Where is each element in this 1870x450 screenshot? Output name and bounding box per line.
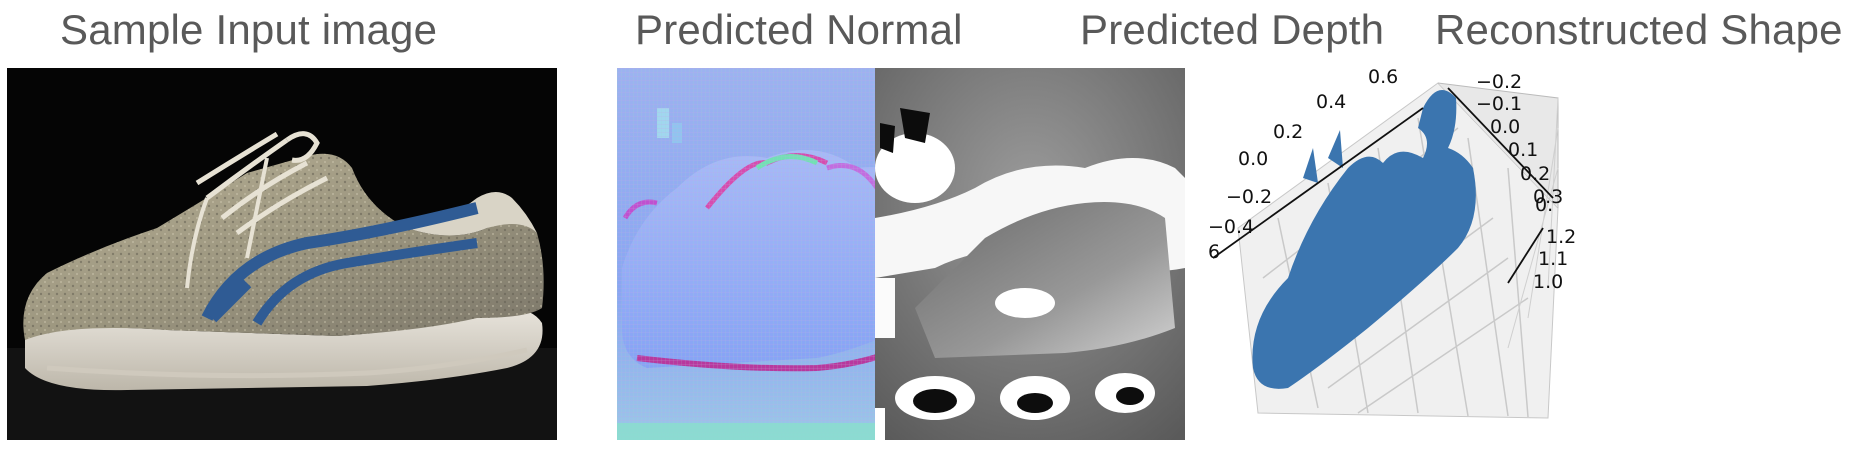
panel-title-input: Sample Input image [60,6,438,53]
point-cloud-shape [1252,90,1476,389]
svg-text:1.1: 1.1 [1538,248,1568,270]
svg-text:0.4: 0.4 [1316,91,1346,113]
svg-text:0.0: 0.0 [1238,148,1268,170]
svg-text:0.0: 0.0 [1490,116,1520,138]
svg-text:0.2: 0.2 [1273,121,1303,143]
svg-text:0.3: 0.3 [1533,186,1563,208]
predicted-normal-image [617,68,925,440]
svg-text:0.: 0. [1535,194,1553,216]
predicted-depth-image [875,68,1185,440]
panel-title-normal: Predicted Normal [635,6,963,53]
axis-a: 0.6 0.4 0.2 0.0 −0.2 −0.4 6 [1208,68,1424,263]
panel-title-depth: Predicted Depth [1080,6,1385,53]
panel-title-shape: Reconstructed Shape [1435,6,1843,53]
svg-text:−0.4: −0.4 [1208,216,1254,238]
axis-b: −0.2 −0.1 0.0 0.1 0.2 0.3 [1447,71,1563,208]
reconstructed-shape-plot: 0.6 0.4 0.2 0.0 −0.2 −0.4 6 −0.2 −0.1 0.… [1208,68,1870,440]
sample-input-image [7,68,557,440]
svg-text:1.0: 1.0 [1533,271,1563,293]
svg-text:0.2: 0.2 [1520,163,1550,185]
svg-text:1.2: 1.2 [1546,226,1576,248]
svg-text:−0.1: −0.1 [1476,93,1522,115]
axis-c: 1.2 1.1 1.0 0. [1507,194,1576,293]
svg-text:0.1: 0.1 [1508,139,1538,161]
svg-text:6: 6 [1208,241,1220,263]
svg-text:−0.2: −0.2 [1226,186,1272,208]
svg-text:−0.2: −0.2 [1476,71,1522,93]
svg-text:0.6: 0.6 [1368,68,1398,88]
